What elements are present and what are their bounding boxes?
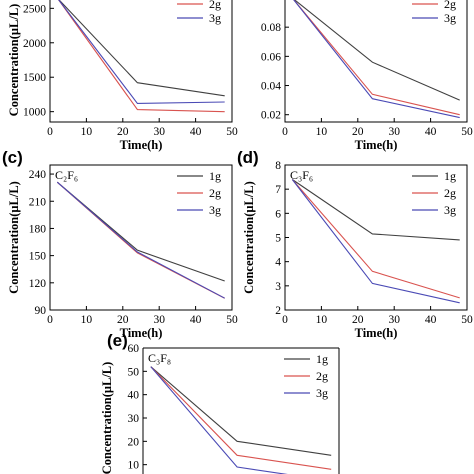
panel-0-legend-label-2: 3g: [209, 11, 221, 25]
panel-3-ytick-label: 5: [275, 233, 281, 245]
panel-4-ytick-label: 40: [128, 390, 140, 402]
panel-3-title: C₃F₆: [290, 168, 313, 182]
panel-2-xtick-label: 20: [117, 314, 129, 326]
panel-2-xtick-label: 30: [153, 314, 165, 326]
panel-4-title: C₃F₈: [148, 351, 171, 365]
panel-1-xtick-label: 40: [425, 126, 437, 138]
panel-2-xtick-label: 50: [226, 314, 238, 326]
panel-3-xtick-label: 50: [461, 314, 473, 326]
panel-3-xtick-label: 30: [388, 314, 400, 326]
panel-0-xtick-label: 50: [226, 126, 238, 138]
panel-2-xtick-label: 40: [190, 314, 202, 326]
panel-1-xtick-label: 20: [352, 126, 364, 138]
panel-1-series-2-line: [293, 0, 460, 119]
panel-3-series-2-line: [291, 179, 460, 304]
panel-3-legend-label-2: 3g: [444, 203, 456, 217]
panel-3-xtick-label: 40: [425, 314, 437, 326]
panel-3-xtick-label: 20: [352, 314, 364, 326]
panel-1-xtick-label: 0: [282, 126, 288, 138]
panel-0-series-2-line: [58, 0, 225, 104]
panel-1-ytick-label: 0.02: [261, 110, 281, 122]
panel-4-y-axis-label: Concentration(μL/L): [100, 362, 114, 474]
panel-4-legend-label-1: 2g: [316, 369, 328, 383]
panel-0-legend-label-1: 2g: [209, 0, 221, 11]
panel-3-series-0-line: [291, 179, 460, 241]
panel-2-plot-frame: [49, 164, 233, 311]
panel-0-xtick-label: 10: [81, 126, 93, 138]
panel-1-xtick-label: 50: [461, 126, 473, 138]
panel-1-x-axis-label: Time(h): [355, 138, 398, 152]
panel-4-ytick-label: 10: [128, 460, 140, 472]
panel-4-ytick-label: 30: [128, 413, 140, 425]
panel-2-x-axis-label: Time(h): [120, 326, 163, 340]
panel-2-title: C₂F₆: [55, 168, 78, 182]
panel-2-xtick-label: 0: [47, 314, 53, 326]
panel-0-xtick-label: 30: [153, 126, 165, 138]
panel-0-ytick-label: 1500: [23, 72, 46, 84]
panel-2-ytick-label: 210: [29, 196, 47, 208]
panel-1-series-0-line: [293, 0, 460, 101]
panel-1-ytick-label: 0.08: [261, 22, 281, 34]
panel-4-legend-label-0: 1g: [316, 352, 328, 366]
panel-0-plot-frame: [49, 0, 233, 123]
panel-0-y-axis-label: Concentration(μL/L): [7, 4, 21, 117]
panel-1-xtick-label: 10: [316, 126, 328, 138]
panel-1-ytick-label: 0.04: [261, 81, 281, 93]
panel-0-ytick-label: 1000: [23, 107, 46, 119]
panel-3-plot-frame: [284, 164, 468, 311]
panel-3-series-1-line: [291, 179, 460, 299]
panel-3-ytick-label: 8: [275, 160, 281, 172]
panel-1-xtick-label: 30: [388, 126, 400, 138]
panel-4-panel-label: (e): [107, 331, 128, 350]
panel-1-plot-frame: [284, 0, 468, 123]
panel-3-xtick-label: 10: [316, 314, 328, 326]
panel-3-panel-label: (d): [237, 148, 259, 167]
panel-0-ytick-label: 2000: [23, 38, 46, 50]
panel-2-xtick-label: 10: [81, 314, 93, 326]
panel-2-series-1-line: [56, 181, 225, 299]
panel-0-x-axis-label: Time(h): [120, 138, 163, 152]
panel-3-ytick-label: 7: [275, 184, 281, 196]
panel-1-legend-label-2: 3g: [444, 11, 456, 25]
panel-3-ytick-label: 3: [275, 281, 281, 293]
panel-4-legend-label-2: 3g: [316, 386, 328, 400]
panel-2-panel-label: (c): [2, 148, 23, 167]
panel-1-ytick-label: 0.06: [261, 51, 281, 63]
panel-3-ytick-label: 4: [275, 257, 281, 269]
panel-0-series-1-line: [58, 0, 225, 113]
panel-2-ytick-label: 150: [29, 251, 47, 263]
panel-0-xtick-label: 40: [190, 126, 202, 138]
panel-2-series-0-line: [56, 181, 225, 282]
panel-2-ytick-label: 180: [29, 223, 47, 235]
panel-2-series-2-line: [56, 181, 225, 299]
panel-4-ytick-label: 20: [128, 436, 140, 448]
panel-2-legend-label-1: 2g: [209, 186, 221, 200]
panel-3-ytick-label: 6: [275, 208, 281, 220]
panel-4-series-0-line: [150, 366, 332, 456]
panel-4-ytick-label: 50: [128, 366, 140, 378]
panel-3-legend-label-0: 1g: [444, 169, 456, 183]
panel-2-ytick-label: 240: [29, 169, 47, 181]
panel-4-series-2-line: [150, 366, 288, 474]
panel-3-y-axis-label: Concentration(μL/L): [242, 181, 256, 294]
panel-1-series-1-line: [293, 0, 460, 116]
panel-0-ytick-label: 2500: [23, 3, 46, 15]
panel-2-ytick-label: 120: [29, 278, 47, 290]
panel-2-legend-label-0: 1g: [209, 169, 221, 183]
panel-4-series-1-line: [150, 366, 332, 470]
panel-2-ytick-label: 90: [35, 305, 47, 317]
panel-3-ytick-label: 2: [275, 305, 281, 317]
panel-4-ytick-label: 60: [128, 343, 140, 355]
panel-0-series-0-line: [58, 0, 225, 97]
panel-3-legend-label-1: 2g: [444, 186, 456, 200]
panel-0-xtick-label: 0: [47, 126, 53, 138]
panel-2-legend-label-2: 3g: [209, 203, 221, 217]
panel-3-xtick-label: 0: [282, 314, 288, 326]
panel-2-y-axis-label: Concentration(μL/L): [7, 181, 21, 294]
panel-0-xtick-label: 20: [117, 126, 129, 138]
panel-3-x-axis-label: Time(h): [355, 326, 398, 340]
panel-1-legend-label-1: 2g: [444, 0, 456, 11]
